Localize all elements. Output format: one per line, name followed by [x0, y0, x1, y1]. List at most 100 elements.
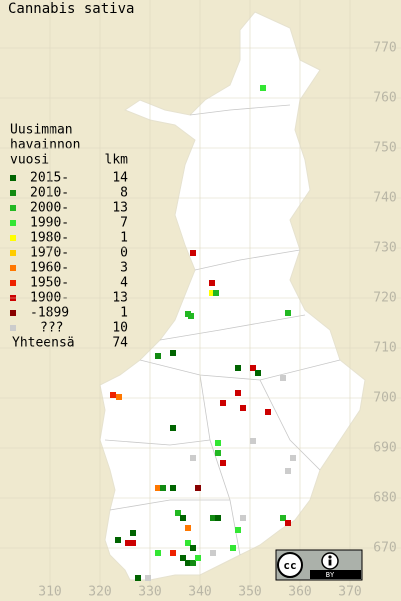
observation: [220, 400, 226, 406]
observation: [130, 530, 136, 536]
legend-count-header: lkm: [105, 153, 129, 168]
observation: [175, 510, 181, 516]
observation: [190, 545, 196, 551]
legend-count: 1: [120, 306, 128, 321]
legend-count: 14: [112, 171, 128, 186]
observation: [190, 455, 196, 461]
legend-label: -1899: [30, 306, 69, 321]
legend-label: 2000-: [30, 201, 69, 216]
legend-swatch: [10, 205, 16, 211]
observation: [185, 560, 191, 566]
legend-swatch: [10, 310, 16, 316]
x-label: 350: [238, 585, 261, 600]
legend-swatch: [10, 325, 16, 331]
observation: [155, 485, 161, 491]
legend-swatch: [10, 265, 16, 271]
observation: [240, 405, 246, 411]
observation: [190, 250, 196, 256]
y-label: 770: [373, 41, 396, 56]
legend-header: havainnon: [10, 138, 80, 153]
legend-swatch: [10, 280, 16, 286]
region-borders: [104, 104, 341, 556]
y-label: 720: [373, 291, 396, 306]
legend-count: 13: [112, 201, 128, 216]
y-label: 690: [373, 441, 396, 456]
observation: [213, 290, 219, 296]
observation: [255, 370, 261, 376]
observation: [185, 525, 191, 531]
legend-total: 74: [112, 336, 128, 351]
observation: [285, 468, 291, 474]
legend-count: 0: [120, 246, 128, 261]
y-label: 700: [373, 391, 396, 406]
observation: [235, 365, 241, 371]
observation: [155, 353, 161, 359]
legend-count: 4: [120, 276, 128, 291]
y-label: 760: [373, 91, 396, 106]
finland-outline: [99, 11, 366, 581]
by-text: BY: [326, 571, 335, 579]
observation: [209, 280, 215, 286]
observation: [135, 575, 141, 581]
observation: [285, 310, 291, 316]
observation: [145, 575, 151, 581]
legend-label: 2010-: [30, 186, 69, 201]
legend-header: Uusimman: [10, 123, 73, 138]
observation: [180, 515, 186, 521]
y-label: 710: [373, 341, 396, 356]
observation: [280, 515, 286, 521]
observation: [290, 455, 296, 461]
observation: [210, 515, 216, 521]
x-label: 340: [188, 585, 211, 600]
observation: [220, 460, 226, 466]
observation: [188, 313, 194, 319]
observation: [170, 550, 176, 556]
observation: [250, 438, 256, 444]
observation: [195, 555, 201, 561]
legend-count: 10: [112, 321, 128, 336]
x-label: 360: [288, 585, 311, 600]
observation: [125, 540, 131, 546]
legend-label: 1980-: [30, 231, 69, 246]
observation: [210, 550, 216, 556]
observation: [240, 515, 246, 521]
observation: [215, 515, 221, 521]
y-label: 750: [373, 141, 396, 156]
observation: [209, 290, 215, 296]
observation: [110, 392, 116, 398]
observation: [195, 485, 201, 491]
legend-label: ???: [40, 321, 63, 336]
x-label: 310: [38, 585, 61, 600]
observation: [130, 540, 136, 546]
legend-label: 1990-: [30, 216, 69, 231]
observation: [180, 555, 186, 561]
observation: [215, 440, 221, 446]
legend-label: 1960-: [30, 261, 69, 276]
observation: [250, 365, 256, 371]
observation: [230, 545, 236, 551]
legend-swatch: [10, 220, 16, 226]
observation: [265, 409, 271, 415]
legend-swatch: [10, 175, 16, 181]
observation: [280, 375, 286, 381]
observation: [185, 540, 191, 546]
legend-swatch: [10, 235, 16, 241]
cc-badge: cc BY: [275, 549, 363, 581]
title: Cannabis sativa: [8, 1, 134, 17]
observation: [190, 560, 196, 566]
observation: [116, 394, 122, 400]
x-label: 320: [88, 585, 111, 600]
observation: [155, 550, 161, 556]
observation: [170, 425, 176, 431]
observation: [170, 485, 176, 491]
x-label: 330: [138, 585, 161, 600]
observation: [285, 520, 291, 526]
observation: [115, 537, 121, 543]
legend-total-label: Yhteensä: [12, 336, 75, 351]
legend-count: 7: [120, 216, 128, 231]
y-label: 740: [373, 191, 396, 206]
observation: [260, 85, 266, 91]
